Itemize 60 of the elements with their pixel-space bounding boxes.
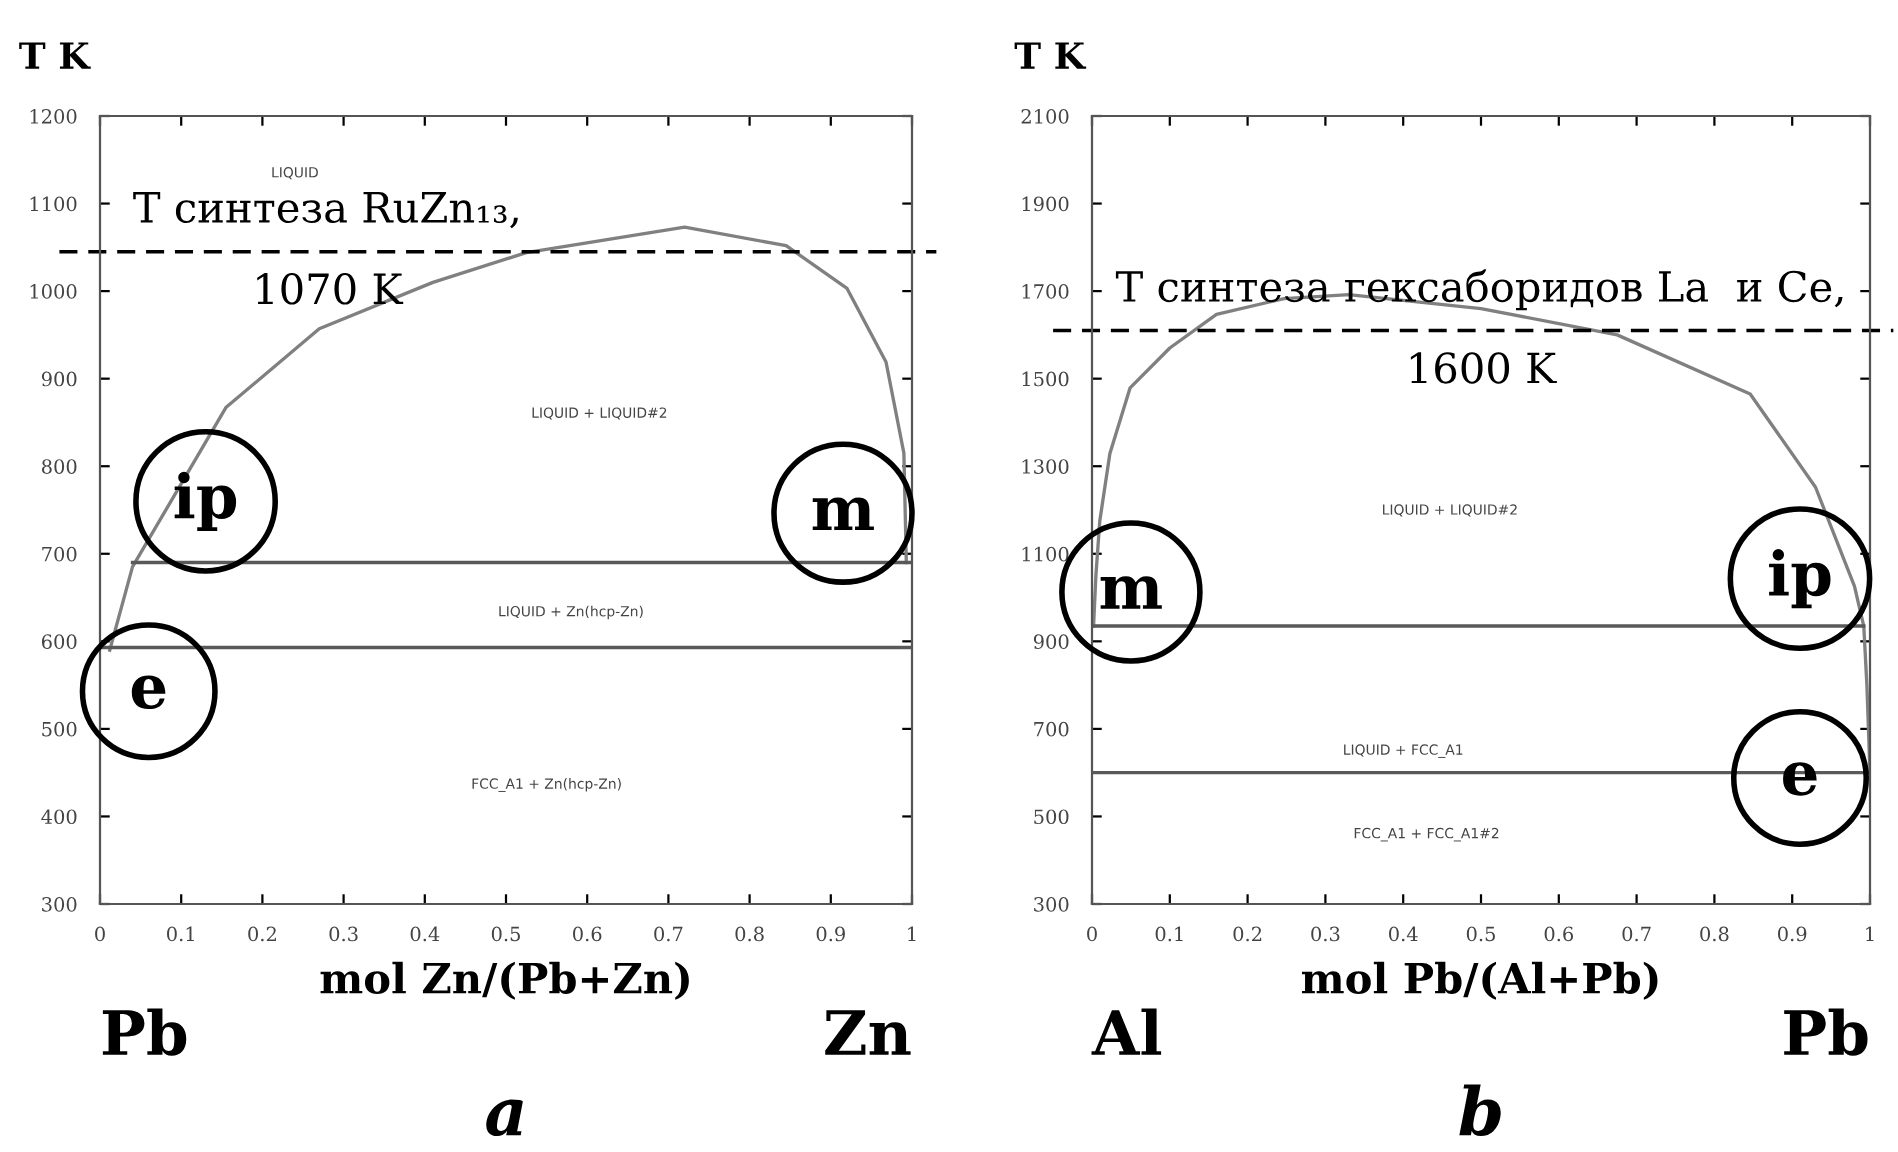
text: Pb bbox=[102, 1008, 187, 1056]
y-tick-label: 1000 bbox=[30, 284, 77, 299]
x-tick-label: 0.8 bbox=[1700, 926, 1729, 942]
y-tick-label: 1900 bbox=[1022, 196, 1069, 212]
annotation: e bbox=[131, 675, 166, 709]
x-tick-label: 0.7 bbox=[1622, 926, 1651, 942]
y-tick-label: 1300 bbox=[1022, 459, 1069, 474]
x-tick-label: 0.4 bbox=[1389, 926, 1418, 942]
y-tick-label: 900 bbox=[41, 371, 77, 387]
x-tick-label: 0.3 bbox=[1311, 926, 1340, 942]
y-tick-label: 500 bbox=[1034, 809, 1069, 825]
x-tick-label: 1 bbox=[908, 926, 916, 941]
y-tick-label: 400 bbox=[41, 809, 77, 825]
annotation: m bbox=[1100, 576, 1162, 609]
y-tick-label: 500 bbox=[42, 721, 77, 737]
x-tick-label: 0.7 bbox=[654, 926, 683, 942]
x-tick-label: 0 bbox=[1087, 926, 1097, 942]
y-tick-label: 600 bbox=[41, 634, 77, 649]
text: Zn bbox=[825, 1010, 911, 1055]
y-tick-label: 1700 bbox=[1022, 284, 1069, 299]
annotation: ip bbox=[174, 471, 237, 531]
ref-line-label: T синтеза RuZn₁₃, 1070 K bbox=[133, 192, 518, 305]
x-axis-title: mol Pb/(Al+Pb) bbox=[1301, 961, 1658, 1000]
y-tick-label: 1200 bbox=[30, 108, 77, 124]
y-tick-label: 1100 bbox=[30, 196, 77, 212]
x-tick-label: 0 bbox=[95, 926, 105, 942]
text: b bbox=[1459, 1084, 1501, 1137]
y-tick-label: 300 bbox=[1034, 896, 1069, 912]
ref-line-label: T синтеза гексаборидов La и Ce, 1600 K bbox=[1115, 269, 1843, 384]
x-axis-title: mol Zn/(Pb+Zn) bbox=[320, 961, 689, 1000]
line-series bbox=[108, 225, 908, 652]
annotation: m bbox=[812, 497, 874, 531]
x-tick-label: 0.9 bbox=[1778, 926, 1807, 942]
y-tick-label: 900 bbox=[1033, 634, 1069, 649]
x-tick-label: 0.1 bbox=[167, 926, 194, 942]
x-tick-label: 0.2 bbox=[1233, 926, 1262, 942]
x-tick-label: 0.2 bbox=[248, 926, 276, 942]
x-tick-label: 0.6 bbox=[573, 926, 602, 942]
text: a bbox=[486, 1099, 523, 1137]
y-axis-title: T K bbox=[1014, 42, 1087, 69]
x-tick-label: 0.9 bbox=[816, 926, 845, 942]
y-tick-label: 800 bbox=[41, 459, 77, 474]
y-axis-title: T K bbox=[19, 42, 91, 69]
x-tick-label: 0.8 bbox=[735, 926, 764, 942]
y-tick-label: 1500 bbox=[1022, 371, 1069, 387]
x-tick-label: 0.5 bbox=[491, 926, 520, 942]
y-tick-label: 2100 bbox=[1021, 108, 1069, 124]
x-tick-label: 1 bbox=[1866, 926, 1874, 941]
y-tick-label: 700 bbox=[42, 546, 77, 562]
x-tick-label: 0.3 bbox=[329, 926, 358, 942]
text: Pb bbox=[1784, 1008, 1868, 1056]
y-tick-label: 300 bbox=[42, 896, 77, 912]
x-tick-label: 0.1 bbox=[1155, 926, 1183, 942]
y-tick-label: 700 bbox=[1034, 721, 1069, 737]
x-tick-label: 0.6 bbox=[1544, 926, 1574, 942]
x-tick-label: 0.4 bbox=[410, 926, 440, 942]
x-tick-label: 0.5 bbox=[1466, 926, 1495, 942]
text: Al bbox=[1091, 1008, 1162, 1055]
annotation: ip bbox=[1769, 548, 1831, 609]
y-tick-label: 1100 bbox=[1022, 546, 1069, 562]
